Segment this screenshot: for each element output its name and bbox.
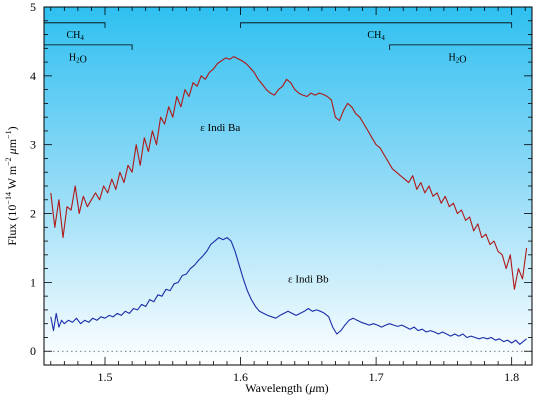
y-tick-label: 4 (30, 69, 36, 83)
band-annotations: CH4 H2O CH4 H2O (44, 22, 532, 66)
band-bracket-4 (389, 44, 532, 50)
band-bracket-3 (240, 22, 513, 28)
plot-background (44, 7, 532, 365)
band-label-3: CH4 (367, 30, 385, 42)
y-tick-label: 2 (30, 207, 36, 221)
series-layer: ε Indi Ba ε Indi Bb (50, 56, 528, 345)
band-label-1: CH4 (66, 30, 84, 42)
x-axis-title: Wavelength (μm) (245, 381, 328, 395)
series-label-2: ε Indi Bb (288, 273, 329, 285)
y-tick-label: 5 (30, 0, 36, 14)
band-bracket-1 (44, 22, 106, 28)
y-tick-label: 1 (30, 275, 36, 289)
x-tick-label: 1.6 (233, 370, 248, 384)
series-line-2 (50, 237, 527, 345)
x-tick-label: 1.5 (98, 370, 113, 384)
band-bracket-2 (44, 44, 133, 50)
band-label-2: H2O (69, 53, 87, 66)
y-tick-label: 3 (30, 138, 36, 152)
series-label-1: ε Indi Ba (200, 122, 240, 134)
series-line-1 (50, 56, 528, 290)
y-tick-label: 0 (30, 344, 36, 358)
x-tick-label: 1.8 (504, 370, 519, 384)
x-tick-label: 1.7 (369, 370, 384, 384)
axes: 1.5 1.6 1.7 1.8 0 1 2 3 4 5 (30, 0, 533, 384)
y-axis-title: Flux (10−14 W m−2 μm−1) (4, 126, 19, 245)
band-label-4: H2O (448, 53, 466, 66)
